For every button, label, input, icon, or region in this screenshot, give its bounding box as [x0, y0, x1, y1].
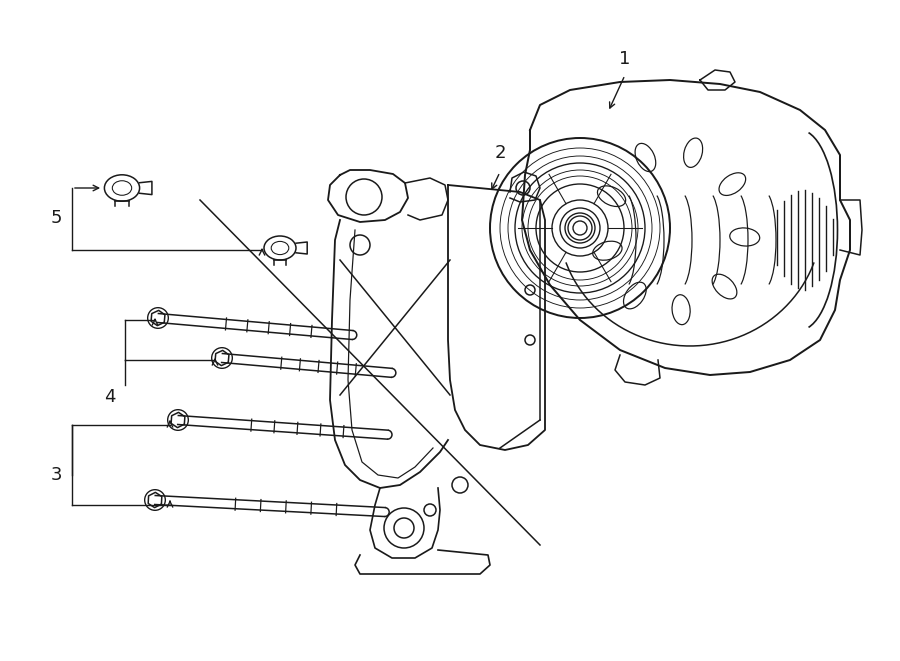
Text: 5: 5	[50, 209, 62, 227]
Text: 2: 2	[494, 144, 506, 162]
Text: 1: 1	[619, 50, 631, 68]
Text: 3: 3	[50, 466, 62, 484]
Text: 4: 4	[104, 388, 116, 406]
